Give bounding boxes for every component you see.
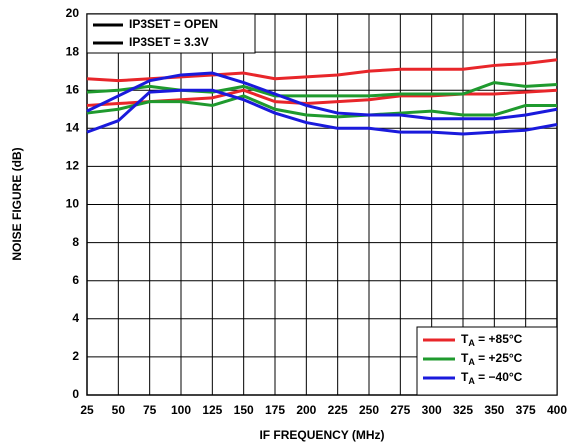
legend-label: TA = +85°C xyxy=(461,332,523,348)
legend-label: IP3SET = 3.3V xyxy=(129,35,209,49)
x-tick-label: 250 xyxy=(359,403,379,417)
legend-label-part: = −40°C xyxy=(475,370,523,384)
legend-label-part: T xyxy=(461,370,469,384)
y-tick-label: 6 xyxy=(72,273,79,287)
x-tick-label: 100 xyxy=(171,403,191,417)
x-tick-label: 375 xyxy=(516,403,536,417)
x-tick-label: 275 xyxy=(390,403,410,417)
legend-label-part: = +85°C xyxy=(475,332,523,346)
x-tick-label: 75 xyxy=(143,403,157,417)
x-tick-label: 125 xyxy=(202,403,222,417)
x-tick-label: 400 xyxy=(547,403,567,417)
series-line xyxy=(86,71,558,121)
x-tick-label: 300 xyxy=(422,403,442,417)
series-line xyxy=(86,94,557,119)
legend-label: IP3SET = OPEN xyxy=(129,17,218,31)
y-tick-label: 10 xyxy=(66,197,80,211)
y-tick-label: 8 xyxy=(72,235,79,249)
legend-label-part: T xyxy=(461,351,469,365)
y-tick-label: 2 xyxy=(72,349,79,363)
x-tick-label: 25 xyxy=(80,403,94,417)
x-tick-label: 325 xyxy=(453,403,473,417)
legend-box xyxy=(86,13,256,54)
y-tick-label: 0 xyxy=(72,387,79,401)
x-tick-label: 50 xyxy=(112,403,126,417)
x-tick-label: 150 xyxy=(234,403,254,417)
x-tick-label: 200 xyxy=(296,403,316,417)
legend-label-part: A xyxy=(468,376,475,386)
legend-label: TA = +25°C xyxy=(461,351,523,367)
legend-label-part: T xyxy=(461,332,469,346)
x-axis-label: IF FREQUENCY (MHz) xyxy=(259,428,384,442)
series-line xyxy=(86,88,558,136)
legend-box xyxy=(416,326,558,396)
legend-label: TA = −40°C xyxy=(461,370,523,386)
series-line xyxy=(86,81,558,98)
y-tick-label: 20 xyxy=(66,6,80,20)
x-tick-label: 175 xyxy=(265,403,285,417)
x-tick-label: 350 xyxy=(484,403,504,417)
y-axis-label: NOISE FIGURE (dB) xyxy=(10,147,24,260)
y-tick-label: 12 xyxy=(66,159,80,173)
y-tick-label: 4 xyxy=(72,311,79,325)
y-tick-label: 18 xyxy=(66,44,80,58)
legend-label-part: A xyxy=(468,357,475,367)
y-tick-label: 14 xyxy=(66,120,80,134)
legend-label-part: = +25°C xyxy=(475,351,523,365)
legend-label-part: A xyxy=(468,338,475,348)
y-tick-label: 16 xyxy=(66,82,80,96)
x-tick-label: 225 xyxy=(328,403,348,417)
